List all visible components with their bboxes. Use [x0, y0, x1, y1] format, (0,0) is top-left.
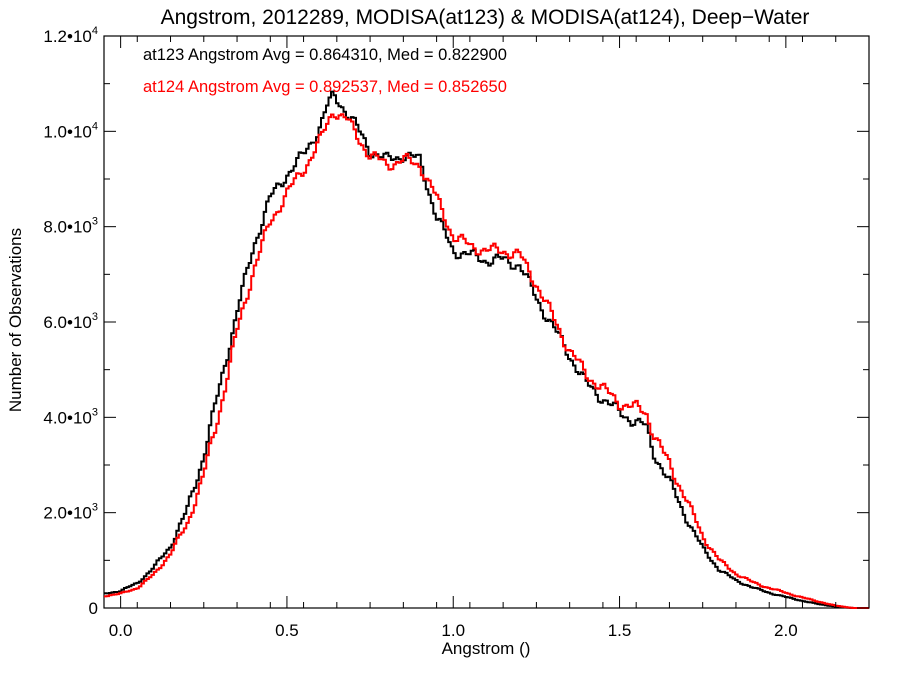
histogram-series-1: [104, 90, 869, 609]
y-tick-label: 2.0•103: [43, 502, 98, 523]
histogram-series-2: [104, 113, 869, 609]
stats-annotations: at123 Angstrom Avg = 0.864310, Med = 0.8…: [143, 46, 507, 96]
chart-title: Angstrom, 2012289, MODISA(at123) & MODIS…: [161, 6, 810, 29]
x-axis: 0.0 0.5 1.0 1.5 2.0: [103, 36, 870, 640]
y-tick-label: 0: [89, 599, 98, 618]
series-group: [104, 90, 869, 609]
plot-frame: [103, 35, 870, 609]
y-tick-label: 1.0•104: [43, 120, 98, 141]
stat-annotation-2: at124 Angstrom Avg = 0.892537, Med = 0.8…: [143, 78, 507, 96]
y-tick-label: 1.2•104: [43, 25, 98, 46]
y-axis-label: Number of Observations: [6, 228, 25, 412]
y-tick-label: 4.0•103: [43, 406, 98, 427]
x-tick-label: 0.0: [109, 621, 133, 640]
y-tick-label: 6.0•103: [43, 311, 98, 332]
stat-annotation-1: at123 Angstrom Avg = 0.864310, Med = 0.8…: [143, 46, 507, 64]
y-tick-label: 8.0•103: [43, 216, 98, 237]
y-axis: 0 2.0•103 4.0•103 6.0•103 8.0•103 1.0•104 1.2•…: [43, 25, 869, 618]
x-tick-label: 0.5: [275, 621, 299, 640]
x-tick-label: 2.0: [774, 621, 798, 640]
x-axis-label: Angstrom (): [442, 639, 531, 658]
x-tick-label: 1.5: [608, 621, 632, 640]
x-tick-label: 1.0: [441, 621, 465, 640]
